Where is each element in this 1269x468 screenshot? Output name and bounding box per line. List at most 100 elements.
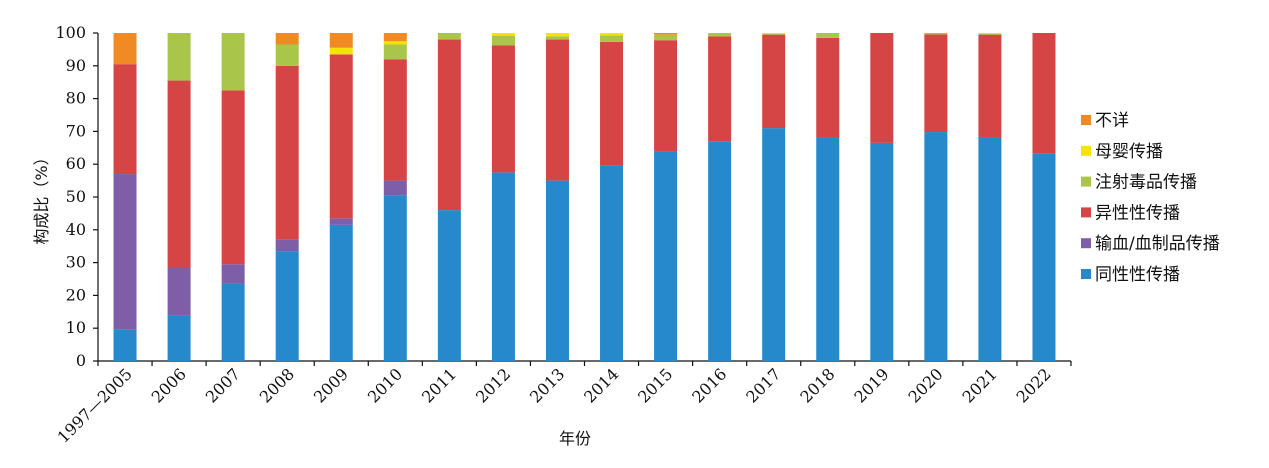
bar-segment [545,180,569,361]
bar-segment [491,45,515,173]
bar-segment [816,33,840,38]
bar-segment [437,33,461,40]
bar-segment [329,224,353,361]
x-tick-label: 2014 [580,364,622,406]
bar-segment [870,33,894,143]
bar-segment [383,41,407,45]
bars [113,33,1056,361]
x-tick-label: 2009 [310,364,352,406]
bar-segment [221,264,245,284]
bar-segment [275,33,299,45]
bar-segment [924,132,948,361]
bar-segment [762,33,786,34]
bar-segment [383,180,407,196]
x-tick-label: 2020 [904,364,946,406]
bar-segment [654,40,678,152]
bar-segment [708,33,732,37]
y-tick-label: 30 [66,253,86,272]
bar-segment [708,36,732,142]
bar-segment [762,128,786,361]
y-tick-label: 20 [66,285,86,304]
bar-segment [545,33,569,37]
bar-segment [275,251,299,361]
x-tick-label: 2019 [850,364,892,406]
x-tick-label: 2010 [364,364,406,406]
bar-segment [924,33,948,34]
bar-segment [383,33,407,42]
bar-segment [978,33,1002,34]
bar-segment [275,65,299,240]
x-tick-label: 2013 [526,364,568,406]
bar-segment [329,54,353,219]
bar-segment [762,33,786,35]
bar-segment [600,35,624,42]
y-tick-label: 90 [66,56,86,75]
legend-label: 输血/血制品传播 [1095,234,1220,254]
bar-segment [167,315,191,361]
legend-swatch [1081,238,1091,249]
x-tick-label: 2007 [202,364,244,406]
x-tick-label: 2022 [1013,364,1055,406]
bar-segment [600,165,624,361]
bar-segment [275,44,299,66]
bar-segment [654,34,678,41]
x-tick-label: 2006 [148,364,190,406]
legend-label: 不详 [1095,111,1129,131]
bar-segment [924,34,948,133]
x-tick-label: 2015 [634,364,676,406]
legend-swatch [1081,176,1091,187]
legend-swatch [1081,115,1091,125]
legend-swatch [1081,269,1091,279]
bar-segment [491,33,515,36]
x-tick-label: 2017 [742,364,784,406]
legend-label: 母婴传播 [1095,142,1163,162]
bar-segment [113,33,137,65]
bar-segment [437,39,461,211]
y-tick-label: 10 [66,318,86,337]
bar-segment [383,59,407,181]
bar-segment [600,33,624,36]
bar-segment [1032,153,1056,361]
x-tick-label: 1997—2005 [54,364,136,446]
bar-segment [1032,33,1056,154]
x-axis-title: 年份 [559,429,591,448]
bar-segment [329,33,353,48]
bar-segment [816,137,840,361]
x-tick-label: 2011 [418,364,460,406]
bar-segment [978,34,1002,138]
bar-segment [708,141,732,361]
bar-segment [167,267,191,316]
x-tick-label: 2021 [959,364,1001,406]
legend-label: 注射毒品传播 [1095,173,1197,193]
y-axis: 0 10 20 30 40 50 60 70 80 90 100 [55,23,99,370]
y-tick-label: 70 [66,121,86,140]
y-tick-label: 80 [66,89,86,108]
bar-segment [437,210,461,361]
y-tick-label: 60 [66,154,86,173]
bar-segment [978,137,1002,361]
bar-segment [113,174,137,330]
bar-segment [816,37,840,138]
bar-segment [545,39,569,181]
bar-segment [275,239,299,252]
y-tick-label: 40 [66,220,86,239]
bar-segment [383,44,407,60]
bar-segment [491,35,515,46]
bar-segment [978,33,1002,35]
x-tick-label: 2018 [796,364,838,406]
legend-label: 同性性传播 [1095,265,1180,285]
bar-segment [221,283,245,361]
bar-segment [870,142,894,361]
bar-segment [113,329,137,361]
bar-segment [221,33,245,91]
y-axis-title: 构成比（%） [32,149,51,244]
bar-segment [654,33,678,35]
y-tick-label: 100 [55,23,86,42]
bar-segment [167,80,191,268]
y-tick-label: 0 [76,351,86,370]
bar-segment [491,172,515,361]
x-tick-label: 2012 [472,364,514,406]
bar-segment [654,151,678,361]
bar-segment [762,34,786,129]
